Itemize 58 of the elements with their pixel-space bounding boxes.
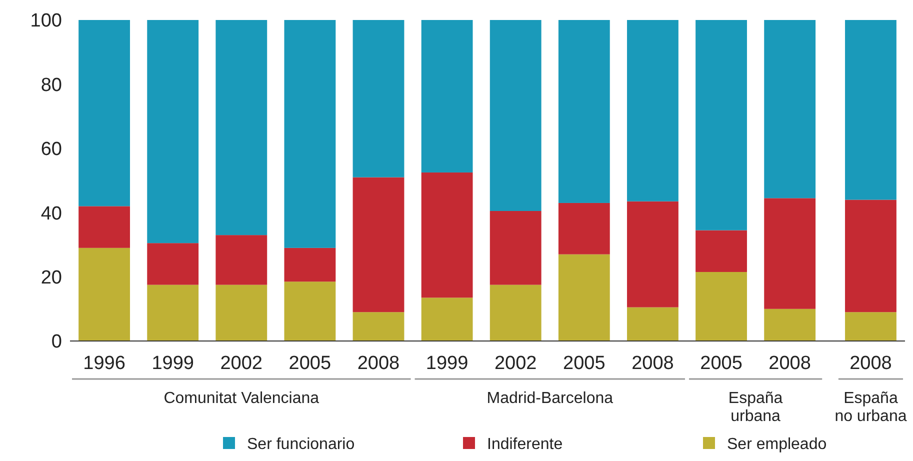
x-tick-label: 1996	[83, 353, 126, 374]
x-tick-label: 2008	[632, 353, 674, 374]
bar	[490, 284, 542, 341]
bar	[490, 210, 542, 285]
bar	[216, 20, 268, 236]
bar	[627, 201, 678, 308]
bar	[764, 20, 816, 198]
bar	[147, 243, 199, 285]
bar	[421, 20, 473, 172]
y-tick-label: 80	[40, 74, 62, 96]
x-tick-label: 1999	[426, 353, 468, 374]
x-tick-label: 2002	[220, 353, 263, 374]
bar	[78, 20, 130, 206]
bar	[696, 272, 747, 341]
bar	[216, 235, 268, 285]
bar	[558, 254, 610, 341]
bar	[147, 20, 199, 244]
bar	[627, 20, 678, 202]
x-tick-label: 2008	[850, 353, 892, 374]
y-tick-label: 0	[51, 332, 62, 353]
x-tick-label: 2005	[288, 353, 332, 374]
x-tick-label: 2005	[563, 353, 606, 374]
x-tick-label: 1999	[152, 353, 194, 374]
bar	[352, 177, 404, 312]
bar	[627, 307, 678, 341]
bar	[352, 312, 404, 341]
y-tick-label: 60	[40, 139, 62, 160]
text: Comunitat Valenciana	[164, 390, 320, 407]
bar	[78, 248, 130, 341]
bar	[78, 206, 130, 248]
x-tick-label: 2008	[357, 353, 400, 374]
legend-label: Ser empleado	[727, 436, 827, 453]
bar	[558, 20, 610, 203]
x-tick-label: 2008	[768, 353, 811, 374]
bar	[421, 172, 473, 298]
text: Madrid-Barcelona	[486, 390, 614, 407]
y-tick-label: 40	[40, 203, 62, 224]
text: España urbana	[728, 390, 783, 425]
bar	[764, 198, 816, 309]
bar	[216, 284, 268, 341]
bar	[284, 20, 336, 248]
legend-label: Indiferente	[487, 436, 563, 453]
bar	[147, 284, 199, 341]
bar	[558, 202, 610, 254]
bar	[764, 308, 816, 341]
x-tick-label: 2005	[700, 353, 742, 374]
x-tick-label: 2002	[494, 353, 537, 374]
bar	[490, 20, 542, 211]
bar	[421, 298, 473, 341]
bar	[696, 20, 747, 230]
bar	[352, 20, 404, 178]
bar	[696, 230, 747, 272]
text: España no urbana	[834, 390, 907, 425]
bar	[284, 248, 336, 282]
y-tick-label: 20	[40, 267, 62, 288]
y-tick-label: 100	[30, 10, 62, 32]
legend-label: Ser funcionario	[247, 436, 355, 453]
bar	[284, 282, 336, 341]
